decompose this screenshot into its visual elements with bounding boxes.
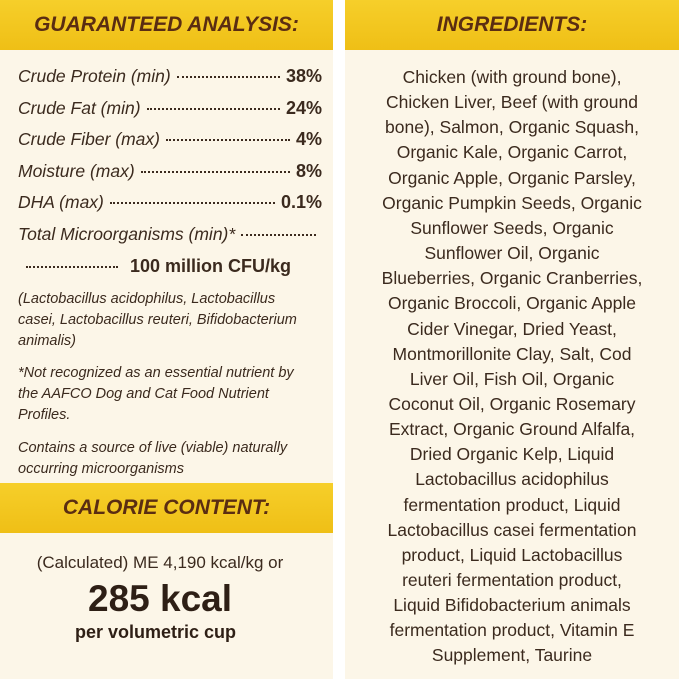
row-leader <box>109 202 275 205</box>
ingredient-line: Chicken (with ground bone), <box>402 67 622 87</box>
ingredient-line: Liver Oil, Fish Oil, Organic <box>409 368 615 389</box>
ingredient-line: fermentation product, Liquid <box>403 494 621 515</box>
analysis-row: DHA (max) 0.1% <box>18 192 322 216</box>
ingredient-line: Blueberries, Organic Cranberries, <box>381 268 643 289</box>
calorie-kcal: 285 kcal <box>88 578 233 619</box>
note: Contains a source of live (viable) natur… <box>18 438 287 480</box>
note-line: Contains a source of live (viable) natur… <box>18 440 288 456</box>
row-value: 4% <box>295 129 322 150</box>
ingredient-line: Cider Vinegar, Dried Yeast, <box>407 318 617 339</box>
analysis-panel: GUARANTEED ANALYSIS: Crude Protein (min)… <box>0 0 333 679</box>
calorie-calculated: (Calculated) ME 4,190 kcal/kg or <box>36 553 284 572</box>
row-value: 38% <box>285 66 322 86</box>
ingredient-line: Sunflower Oil, Organic <box>424 243 600 264</box>
ingredient-line: product, Liquid Lactobacillus <box>401 544 623 565</box>
row-leader <box>26 266 118 268</box>
ingredient-line: Dried Organic Kelp, Liquid <box>409 444 615 465</box>
note-line: (Lactobacillus acidophilus, Lactobacillu… <box>18 291 276 307</box>
analysis-row: Crude Protein (min) 38% <box>18 66 322 90</box>
row-label: Crude Fat (min) <box>18 97 141 118</box>
note-line: animalis) <box>18 333 77 349</box>
ingredient-line: Lactobacillus casei fermentation <box>387 519 637 540</box>
row-label: DHA (max) <box>18 192 104 213</box>
note-line: occurring microorganisms <box>18 461 184 477</box>
ingredient-line: Lactobacillus acidophilus <box>415 469 609 490</box>
row-leader <box>146 107 280 110</box>
ingredient-line: Supplement, Taurine <box>431 645 593 666</box>
calorie-header: CALORIE CONTENT: <box>0 483 333 533</box>
analysis-row: Crude Fiber (max) 4% <box>18 129 322 153</box>
ingredient-line: Organic Apple, Organic Parsley, <box>388 167 636 188</box>
analysis-row: 100 million CFU/kg <box>26 256 322 280</box>
ingredient-line: fermentation product, Vitamin E <box>389 620 635 641</box>
analysis-header: GUARANTEED ANALYSIS: <box>0 0 333 50</box>
ingredient-line: Organic Pumpkin Seeds, Organic <box>382 192 642 213</box>
ingredient-line: Organic Broccoli, Organic Apple <box>387 293 637 314</box>
row-value: 0.1% <box>280 192 322 213</box>
row-leader <box>176 76 280 78</box>
ingredient-line: Coconut Oil, Organic Rosemary <box>388 393 636 414</box>
ingredient-line: bone), Salmon, Organic Squash, <box>385 117 639 138</box>
row-leader <box>140 170 290 173</box>
note-line: *Not recognized as an essential nutrient… <box>18 365 294 381</box>
ingredient-line: reuteri fermentation product, <box>402 570 622 590</box>
ingredient-line: Extract, Organic Ground Alfalfa, <box>388 419 636 440</box>
ingredient-line: Liquid Bifidobacterium animals <box>393 595 631 616</box>
row-value: 24% <box>285 97 322 118</box>
row-label: Total Microorganisms (min)* <box>18 224 236 244</box>
note-line: the AAFCO Dog and Cat Food Nutrient <box>18 386 269 402</box>
ingredient-line: Chicken Liver, Beef (with ground <box>386 92 638 113</box>
row-value: 8% <box>295 160 322 181</box>
row-label: Crude Fiber (max) <box>18 129 160 150</box>
calorie-per: per volumetric cup <box>75 622 237 642</box>
analysis-row: Crude Fat (min) 24% <box>18 98 322 122</box>
row-leader <box>165 139 290 142</box>
note-line: casei, Lactobacillus reuteri, Bifidobact… <box>18 312 297 328</box>
analysis-row: Moisture (max) 8% <box>18 161 322 185</box>
row-leader <box>241 234 316 236</box>
note: (Lactobacillus acidophilus, Lactobacillu… <box>18 289 297 352</box>
ingredient-line: Sunflower Seeds, Organic <box>410 217 614 238</box>
ingredient-line: Organic Kale, Organic Carrot, <box>396 142 628 163</box>
row-value: 100 million CFU/kg <box>130 256 292 276</box>
ingredients-header: INGREDIENTS: <box>345 0 679 50</box>
analysis-row: Total Microorganisms (min)* <box>18 224 322 248</box>
row-label: Moisture (max) <box>18 160 135 181</box>
row-label: Crude Protein (min) <box>18 66 171 86</box>
ingredients-panel: INGREDIENTS: Chicken (with ground bone),… <box>345 0 679 679</box>
note: *Not recognized as an essential nutrient… <box>18 363 294 426</box>
ingredient-line: Montmorillonite Clay, Salt, Cod <box>392 343 632 364</box>
note-line: Profiles. <box>18 407 71 423</box>
